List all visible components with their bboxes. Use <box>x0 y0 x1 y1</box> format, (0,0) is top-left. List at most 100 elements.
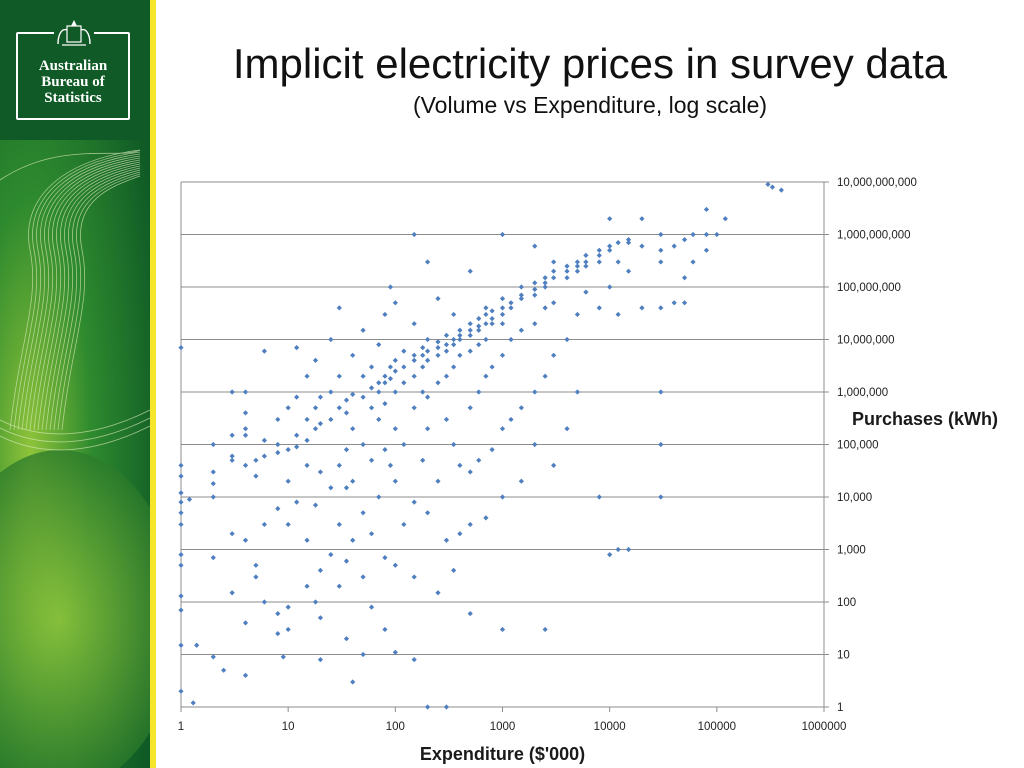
data-point <box>542 626 548 633</box>
data-point <box>411 373 417 379</box>
data-point <box>476 316 482 322</box>
x-tick-label: 10 <box>282 721 295 733</box>
y-tick-label: 100 <box>837 597 856 609</box>
data-point <box>564 268 570 274</box>
data-point <box>583 289 589 295</box>
data-point <box>607 247 613 253</box>
data-point <box>368 457 375 463</box>
data-point <box>467 268 473 274</box>
y-axis-label: Purchases (kWh) <box>852 409 998 429</box>
data-point <box>424 357 431 363</box>
data-point <box>574 311 581 318</box>
x-tick-label: 1000 <box>490 721 516 733</box>
data-point <box>551 268 557 274</box>
data-point <box>317 469 324 475</box>
data-point <box>368 405 375 411</box>
data-point <box>350 391 356 398</box>
data-point <box>551 300 557 306</box>
data-point <box>411 321 417 327</box>
data-point <box>625 546 632 553</box>
data-point <box>658 441 664 448</box>
data-point <box>424 704 431 710</box>
data-point <box>336 462 342 468</box>
data-point <box>343 558 350 564</box>
data-point <box>467 348 473 354</box>
data-point <box>411 499 417 505</box>
data-point <box>420 352 426 358</box>
data-point <box>343 397 350 403</box>
data-point <box>275 441 281 448</box>
data-point <box>210 494 216 500</box>
data-point <box>336 405 342 411</box>
data-point <box>392 478 398 484</box>
abs-logo: Australian Bureau of Statistics <box>16 18 130 120</box>
data-point <box>615 546 621 553</box>
data-point <box>285 626 291 633</box>
data-point <box>401 380 407 386</box>
data-point <box>242 537 249 543</box>
data-point <box>210 654 216 660</box>
data-point <box>483 305 489 311</box>
data-point <box>443 373 450 379</box>
data-point <box>242 672 249 678</box>
data-point <box>435 352 441 358</box>
data-point <box>420 457 426 463</box>
data-point <box>443 348 450 354</box>
data-point <box>658 494 664 500</box>
data-point <box>382 446 388 453</box>
data-point <box>489 308 495 314</box>
data-point <box>387 375 394 382</box>
data-point <box>424 348 431 354</box>
data-point <box>489 446 495 453</box>
data-point <box>542 284 548 290</box>
data-point <box>360 327 366 333</box>
data-point <box>542 275 548 281</box>
data-point <box>424 426 431 432</box>
data-point <box>703 231 710 238</box>
data-point <box>350 478 356 484</box>
data-point <box>317 421 324 427</box>
data-point <box>607 243 613 249</box>
data-point <box>368 604 375 610</box>
data-point <box>596 305 602 311</box>
yellow-stripe <box>150 0 156 768</box>
data-point <box>451 441 457 448</box>
data-point <box>639 243 645 249</box>
data-point <box>210 555 216 561</box>
data-point <box>178 473 184 479</box>
data-point <box>229 389 235 395</box>
data-point <box>508 300 514 306</box>
data-point <box>242 620 249 626</box>
data-point <box>382 626 388 633</box>
data-point <box>508 336 514 343</box>
data-point <box>360 394 366 400</box>
data-point <box>275 631 281 637</box>
data-point <box>435 339 441 345</box>
data-point <box>382 401 388 407</box>
data-point <box>476 327 482 333</box>
data-point <box>625 240 632 246</box>
data-point <box>476 389 482 395</box>
data-point <box>658 259 664 265</box>
data-point <box>294 499 300 505</box>
data-point <box>596 247 602 253</box>
data-point <box>312 502 319 508</box>
data-point <box>467 327 473 333</box>
data-point <box>467 521 473 528</box>
data-point <box>401 364 407 370</box>
data-point <box>328 336 334 343</box>
data-point <box>242 432 249 438</box>
sidebar-banner: Australian Bureau of Statistics <box>0 0 152 768</box>
data-point <box>489 364 495 370</box>
data-point <box>518 478 524 484</box>
data-point <box>714 231 720 238</box>
data-point <box>532 321 538 327</box>
data-point <box>532 292 538 298</box>
data-point <box>304 462 310 468</box>
data-point <box>658 231 664 238</box>
data-point <box>242 389 249 395</box>
data-point <box>312 599 319 605</box>
data-point <box>360 373 366 379</box>
data-point <box>253 574 259 580</box>
data-point <box>457 352 463 358</box>
